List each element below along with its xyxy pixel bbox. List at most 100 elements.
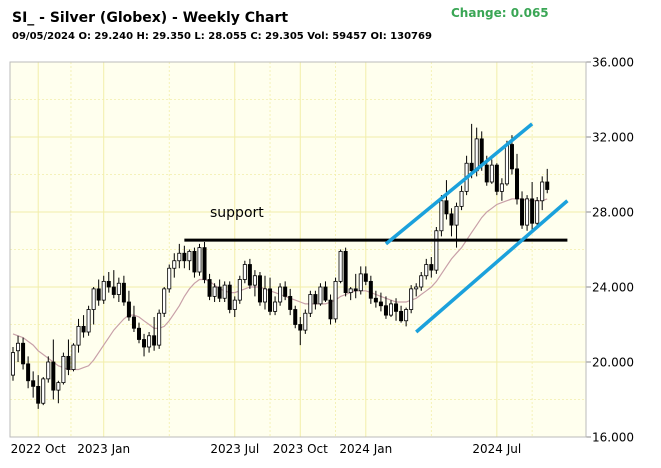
candle-body-up xyxy=(162,288,167,314)
candle-body-up xyxy=(237,279,242,301)
candle-body-up xyxy=(157,312,162,346)
candle-body-up xyxy=(318,286,323,305)
y-axis: 16.000 20.000 24.000 28.000 32.000 36.000 xyxy=(586,56,634,445)
candle xyxy=(157,309,162,349)
candle xyxy=(540,176,545,211)
candle xyxy=(383,296,388,319)
candle-body-down xyxy=(257,275,262,303)
candle xyxy=(424,258,429,280)
candle-body-up xyxy=(404,309,409,322)
candle xyxy=(388,300,393,317)
candle-body-down xyxy=(152,335,157,346)
candle xyxy=(449,208,454,237)
candle-body-down xyxy=(353,288,358,292)
candle-body-down xyxy=(227,284,232,310)
candle xyxy=(404,307,409,327)
x-axis: 2022 Oct 2023 Jan 2023 Jul 2023 Oct 2024 Jan… xyxy=(11,442,522,456)
candle xyxy=(162,287,167,317)
candle-body-up xyxy=(232,299,237,310)
plot-frame xyxy=(9,61,587,438)
candle xyxy=(373,290,378,308)
candle-body-down xyxy=(121,282,126,303)
candle-body-down xyxy=(520,198,525,226)
candle xyxy=(262,275,267,310)
candle-body-up xyxy=(424,264,429,277)
candle-body-down xyxy=(484,164,489,183)
candle xyxy=(278,283,283,306)
candle xyxy=(26,356,31,389)
candle xyxy=(147,332,152,353)
candle xyxy=(242,260,247,284)
candle-body-down xyxy=(399,310,404,322)
candle-body-up xyxy=(414,286,419,290)
candle-body-down xyxy=(429,264,434,271)
candle-body-down xyxy=(268,288,273,312)
candle xyxy=(348,287,353,301)
candle-body-up xyxy=(308,294,313,314)
candle xyxy=(252,270,257,297)
candle-body-up xyxy=(474,138,479,172)
support-label: support xyxy=(210,205,264,221)
candle xyxy=(51,339,56,400)
candle xyxy=(121,275,126,306)
candle xyxy=(96,279,101,306)
candle xyxy=(525,195,530,231)
candle-body-up xyxy=(197,247,202,273)
candle-body-up xyxy=(535,200,540,224)
candle xyxy=(86,305,91,336)
candle xyxy=(535,197,540,227)
candle-body-up xyxy=(489,164,494,183)
candle xyxy=(494,163,499,196)
candle xyxy=(303,309,308,334)
candle-body-down xyxy=(142,339,147,348)
candle-body-down xyxy=(131,316,136,329)
grid xyxy=(10,61,586,438)
candle xyxy=(308,290,313,317)
candle-body-down xyxy=(378,301,383,307)
change-value: Change: 0.065 xyxy=(451,6,549,20)
candle-body-down xyxy=(383,305,388,316)
candle xyxy=(378,292,383,312)
candle-body-up xyxy=(71,344,76,370)
candle xyxy=(71,343,76,372)
x-tick-label: 2023 Oct xyxy=(273,442,328,456)
candle xyxy=(197,243,202,276)
candle-body-up xyxy=(388,303,393,316)
candle xyxy=(288,288,293,316)
candle-body-up xyxy=(177,252,182,262)
candle xyxy=(489,159,494,184)
candle xyxy=(126,290,131,321)
candle-body-down xyxy=(111,286,116,295)
candle xyxy=(273,296,278,316)
candle-body-down xyxy=(288,295,293,310)
candle-body-down xyxy=(298,324,303,331)
channel-lower xyxy=(415,199,569,334)
candle xyxy=(76,318,81,353)
candle-body-up xyxy=(187,250,192,262)
candle-body-down xyxy=(26,363,31,382)
candle-body-up xyxy=(91,288,96,310)
candle xyxy=(81,315,86,338)
candle xyxy=(283,281,288,301)
candle xyxy=(399,305,404,323)
candle xyxy=(16,335,21,362)
candle-body-up xyxy=(419,275,424,288)
candle xyxy=(66,339,71,376)
candle xyxy=(10,347,15,381)
candle-body-down xyxy=(182,252,187,262)
candle xyxy=(172,253,177,278)
candle xyxy=(31,371,36,398)
candle-body-up xyxy=(16,342,21,352)
candle-body-down xyxy=(51,361,56,391)
candle-body-up xyxy=(10,352,15,376)
candle-body-up xyxy=(242,264,247,280)
candle xyxy=(56,380,61,404)
candle-body-down xyxy=(449,213,454,226)
candle xyxy=(111,270,116,299)
candle-body-down xyxy=(328,299,333,320)
candle xyxy=(247,258,252,289)
candle xyxy=(293,305,298,329)
candle-body-up xyxy=(348,288,353,294)
candle xyxy=(106,272,111,293)
